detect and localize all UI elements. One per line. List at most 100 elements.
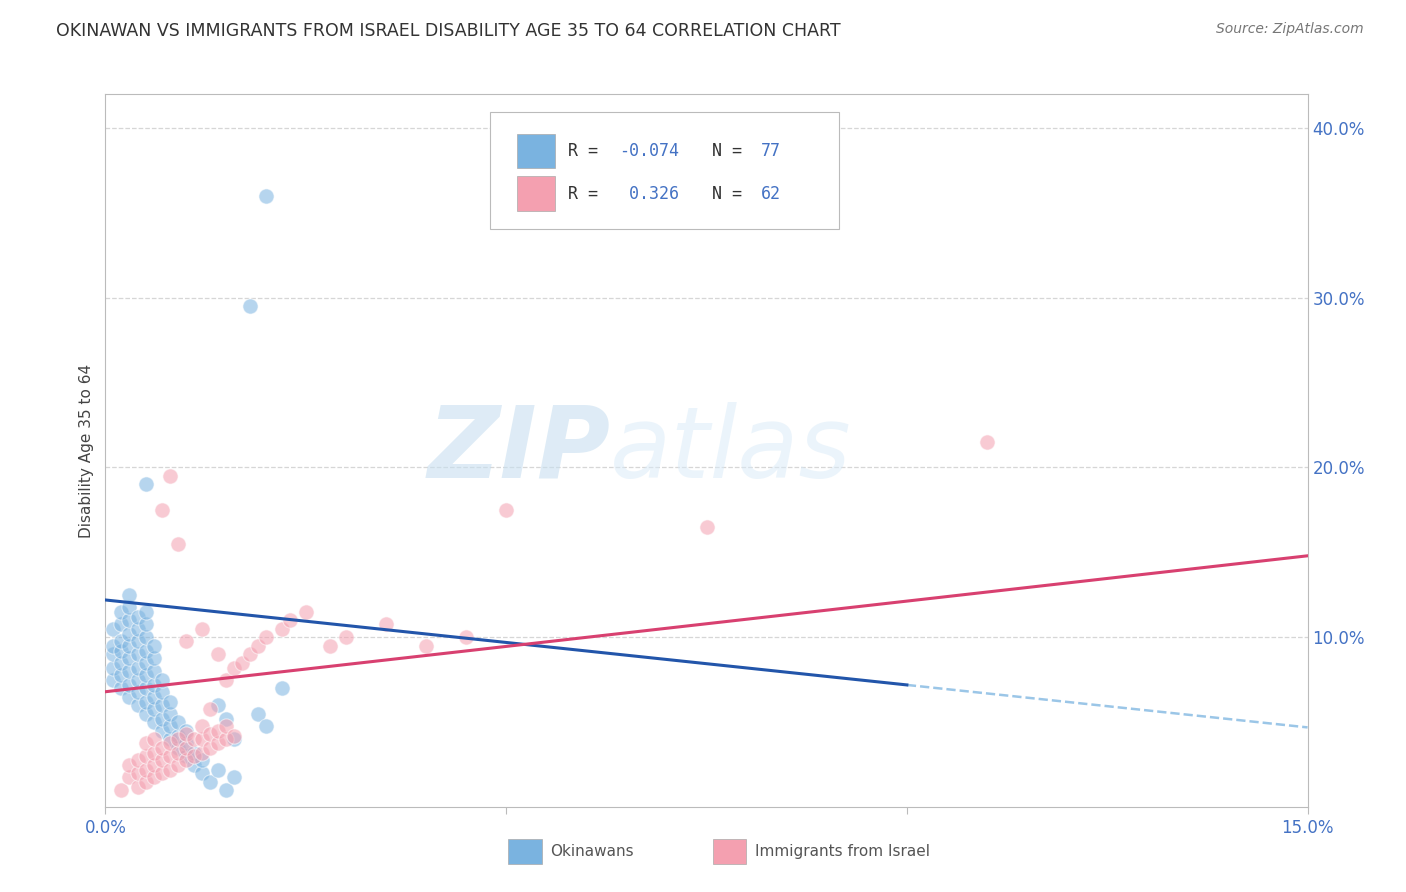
- Point: [135, 774, 157, 789]
- Point: [142, 665, 165, 679]
- Text: Immigrants from Israel: Immigrants from Israel: [755, 844, 929, 859]
- Text: Okinawans: Okinawans: [550, 844, 634, 859]
- Point: [270, 622, 292, 636]
- Point: [246, 639, 269, 653]
- Point: [214, 673, 236, 687]
- Point: [142, 690, 165, 704]
- Point: [150, 753, 173, 767]
- Point: [166, 537, 188, 551]
- Point: [103, 639, 125, 653]
- Point: [142, 702, 165, 716]
- Point: [135, 644, 157, 658]
- Point: [295, 605, 318, 619]
- Point: [159, 706, 181, 721]
- Point: [127, 684, 149, 698]
- Point: [135, 749, 157, 764]
- Point: [110, 667, 132, 681]
- Point: [103, 622, 125, 636]
- Point: [190, 719, 212, 733]
- Point: [118, 627, 141, 641]
- Point: [190, 766, 212, 780]
- Text: atlas: atlas: [610, 402, 852, 499]
- Point: [150, 503, 173, 517]
- Point: [222, 729, 245, 743]
- Point: [696, 520, 718, 534]
- Point: [214, 712, 236, 726]
- Point: [190, 732, 212, 747]
- Point: [159, 763, 181, 777]
- Point: [135, 631, 157, 645]
- Bar: [516, 134, 555, 168]
- Point: [142, 746, 165, 760]
- Point: [135, 656, 157, 670]
- Point: [127, 766, 149, 780]
- Point: [207, 698, 229, 713]
- Point: [142, 757, 165, 772]
- Point: [190, 753, 212, 767]
- Point: [270, 681, 292, 696]
- Point: [135, 605, 157, 619]
- Point: [110, 644, 132, 658]
- Point: [135, 706, 157, 721]
- Point: [415, 639, 437, 653]
- Point: [214, 732, 236, 747]
- Point: [103, 661, 125, 675]
- Text: 77: 77: [761, 142, 780, 160]
- Text: R =: R =: [568, 185, 609, 202]
- Point: [150, 740, 173, 755]
- Point: [142, 715, 165, 730]
- Point: [198, 774, 221, 789]
- Point: [214, 719, 236, 733]
- Point: [174, 753, 197, 767]
- Point: [150, 684, 173, 698]
- Point: [246, 706, 269, 721]
- Point: [127, 633, 149, 648]
- Point: [127, 622, 149, 636]
- Point: [118, 770, 141, 784]
- Text: N =: N =: [692, 142, 752, 160]
- Point: [190, 746, 212, 760]
- Point: [166, 740, 188, 755]
- Point: [150, 723, 173, 738]
- Point: [127, 753, 149, 767]
- Point: [135, 681, 157, 696]
- Point: [118, 639, 141, 653]
- Text: Source: ZipAtlas.com: Source: ZipAtlas.com: [1216, 22, 1364, 37]
- Point: [142, 650, 165, 665]
- Point: [127, 780, 149, 794]
- Point: [159, 695, 181, 709]
- Point: [976, 434, 998, 449]
- Point: [159, 736, 181, 750]
- Point: [118, 757, 141, 772]
- Point: [159, 469, 181, 483]
- Point: [159, 732, 181, 747]
- Point: [222, 770, 245, 784]
- Point: [118, 678, 141, 692]
- Point: [142, 770, 165, 784]
- Point: [166, 757, 188, 772]
- Point: [110, 681, 132, 696]
- Point: [166, 729, 188, 743]
- Point: [142, 732, 165, 747]
- Point: [110, 783, 132, 797]
- Point: [174, 723, 197, 738]
- Point: [150, 698, 173, 713]
- Point: [183, 757, 205, 772]
- Text: 62: 62: [761, 185, 780, 202]
- Point: [110, 605, 132, 619]
- Point: [118, 588, 141, 602]
- Point: [159, 719, 181, 733]
- Point: [127, 648, 149, 662]
- Bar: [508, 838, 541, 864]
- Point: [118, 650, 141, 665]
- Point: [207, 763, 229, 777]
- Point: [110, 633, 132, 648]
- Point: [166, 746, 188, 760]
- Point: [118, 613, 141, 627]
- Point: [183, 732, 205, 747]
- Point: [142, 639, 165, 653]
- Point: [118, 599, 141, 614]
- Point: [198, 740, 221, 755]
- Point: [207, 648, 229, 662]
- Point: [198, 702, 221, 716]
